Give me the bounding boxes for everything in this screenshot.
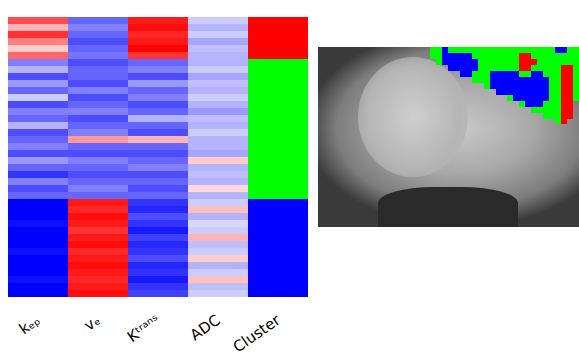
svg-text:kₑₚ: kₑₚ xyxy=(16,311,44,338)
svg-text:ADC: ADC xyxy=(187,311,224,344)
svg-text:vₑ: vₑ xyxy=(81,311,104,334)
svg-text:Cluster: Cluster xyxy=(230,310,285,356)
svg-text:Kᵗʳᵃⁿˢ: Kᵗʳᵃⁿˢ xyxy=(124,311,163,346)
